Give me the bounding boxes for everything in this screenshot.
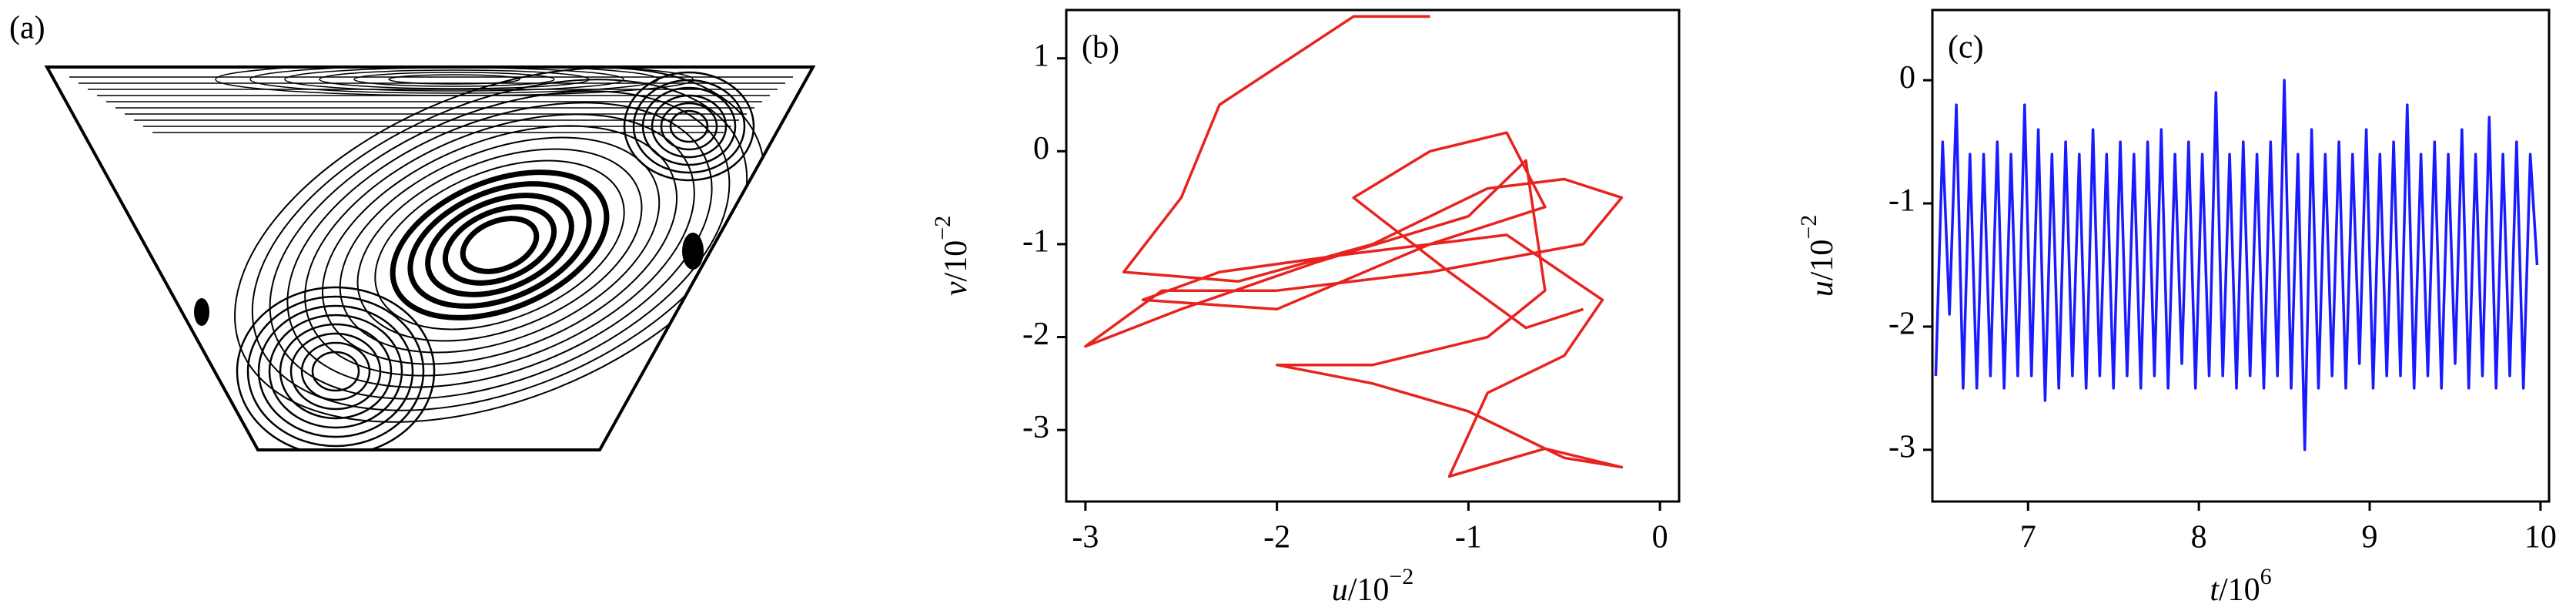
streamline-panel bbox=[44, 65, 816, 451]
streamline bbox=[236, 286, 436, 450]
axis-symbol: v bbox=[938, 281, 974, 296]
axis-exponent: −2 bbox=[930, 216, 955, 240]
axis-scale: /10 bbox=[2219, 572, 2260, 608]
x-tick-label: 0 bbox=[1652, 520, 1668, 555]
axis-label: t/106 bbox=[2210, 564, 2271, 608]
y-tick-label: -1 bbox=[1889, 183, 1915, 219]
y-tick-label: -3 bbox=[1889, 429, 1915, 465]
x-tick-label: 7 bbox=[2020, 520, 2036, 555]
x-tick-label: -3 bbox=[1072, 520, 1099, 555]
streamline bbox=[356, 148, 643, 342]
streamlines bbox=[69, 67, 793, 450]
streamline bbox=[284, 67, 624, 92]
streamline bbox=[407, 181, 592, 309]
streamline bbox=[249, 67, 659, 94]
data-line bbox=[1934, 79, 2539, 451]
streamline bbox=[289, 332, 382, 411]
streamline bbox=[442, 204, 557, 286]
panel-label: (b) bbox=[1082, 30, 1119, 65]
axis-scale: /10 bbox=[938, 240, 974, 282]
panel-label: (c) bbox=[1948, 30, 1984, 65]
x-tick-label: -2 bbox=[1263, 520, 1290, 555]
x-tick-label: 9 bbox=[2362, 520, 2378, 555]
plot-frame bbox=[1931, 8, 2551, 503]
streamline bbox=[257, 304, 414, 438]
plot-area bbox=[1934, 79, 2539, 451]
axis-label: u/10−2 bbox=[1796, 215, 1840, 297]
streamline bbox=[300, 341, 371, 401]
streamline bbox=[268, 314, 403, 429]
streamline bbox=[374, 159, 625, 330]
panel-label: (a) bbox=[9, 11, 45, 46]
corner-eddy bbox=[194, 298, 209, 326]
x-tick-label: -1 bbox=[1455, 520, 1482, 555]
streamline bbox=[246, 295, 425, 448]
streamline bbox=[319, 69, 590, 89]
axis-scale: /10 bbox=[1805, 240, 1840, 281]
y-tick-label: -2 bbox=[1022, 317, 1049, 352]
y-tick-label: -1 bbox=[1022, 224, 1049, 260]
axis-exponent: −2 bbox=[1389, 564, 1413, 589]
streamline bbox=[388, 74, 520, 85]
y-tick-label: 0 bbox=[1899, 60, 1915, 96]
streamline bbox=[460, 216, 540, 274]
y-tick-label: 1 bbox=[1033, 38, 1049, 73]
axis-symbol: u bbox=[1332, 572, 1348, 608]
streamline bbox=[251, 79, 748, 411]
corner-eddy bbox=[682, 233, 704, 270]
streamline bbox=[304, 113, 695, 377]
streamline bbox=[425, 193, 574, 297]
axis-exponent: 6 bbox=[2260, 564, 2272, 589]
y-tick-label: 0 bbox=[1033, 131, 1049, 166]
x-tick-label: 10 bbox=[2524, 520, 2557, 555]
x-tick-label: 8 bbox=[2191, 520, 2207, 555]
streamline bbox=[353, 72, 555, 87]
streamline bbox=[339, 136, 661, 354]
axis-symbol: t bbox=[2210, 572, 2220, 608]
axis-symbol: u bbox=[1805, 280, 1840, 297]
streamline bbox=[279, 323, 393, 420]
axis-scale: /10 bbox=[1348, 572, 1390, 608]
plot-area bbox=[1084, 15, 1624, 478]
y-tick-label: -3 bbox=[1022, 410, 1049, 445]
streamline bbox=[311, 351, 360, 392]
y-tick-label: -2 bbox=[1889, 307, 1915, 342]
axis-label: v/10−2 bbox=[930, 216, 974, 296]
axis-exponent: −2 bbox=[1796, 215, 1822, 240]
axis-label: u/10−2 bbox=[1332, 564, 1414, 608]
streamline bbox=[390, 169, 610, 320]
data-line bbox=[1084, 15, 1624, 478]
plot-frame bbox=[1065, 8, 1681, 503]
